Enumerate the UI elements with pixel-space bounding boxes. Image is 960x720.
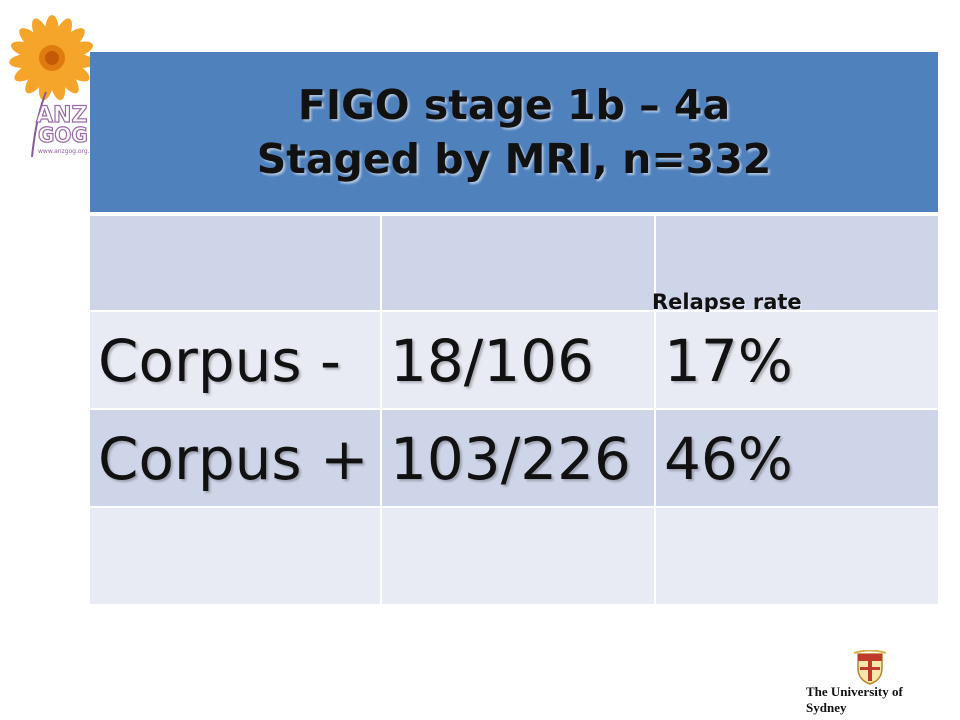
sunflower-icon [9,15,95,157]
row-label: Corpus - [90,312,382,410]
svg-text:GOG: GOG [38,123,88,147]
title-header: FIGO stage 1b – 4a Staged by MRI, n=332 [90,52,938,212]
relapse-rate-header: Relapse rate [652,290,802,314]
spacer-cell [656,212,938,216]
empty-cell [90,508,382,606]
header-cell-label [90,216,382,312]
svg-text:www.anzgog.org.a: www.anzgog.org.a [38,148,94,155]
title-line-1: FIGO stage 1b – 4a [297,81,731,129]
empty-cell [382,508,656,606]
university-name: The University of Sydney [806,684,903,715]
anzgog-logo: ANZ GOG www.anzgog.org.a [9,15,95,157]
spacer-cell [382,212,656,216]
header-cell-rate: Relapse rate [652,216,938,314]
row-ratio: 18/106 [382,312,656,410]
row-label: Corpus + [90,410,382,508]
university-seal-icon [853,650,887,685]
relapse-table: Relapse rate Corpus - 18/106 17% Corpus … [90,212,938,606]
row-ratio: 103/226 [382,410,656,508]
row-rate: 17% [656,312,938,410]
svg-text:ANZ: ANZ [36,103,87,128]
header-cell-ratio [382,216,656,312]
row-rate: 46% [656,410,938,508]
spacer-cell [90,212,382,216]
empty-cell [656,508,938,606]
title-line-2: Staged by MRI, n=332 [256,135,772,183]
